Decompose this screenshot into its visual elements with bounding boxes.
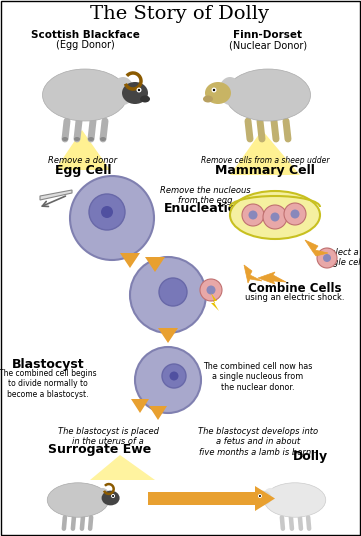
Ellipse shape	[263, 488, 278, 506]
Text: Blastocyst: Blastocyst	[12, 358, 84, 371]
Ellipse shape	[88, 137, 94, 141]
Ellipse shape	[140, 95, 150, 102]
Text: Finn-Dorset: Finn-Dorset	[234, 30, 303, 40]
Circle shape	[170, 371, 178, 381]
Circle shape	[248, 211, 257, 220]
Circle shape	[284, 203, 306, 225]
Ellipse shape	[226, 69, 310, 121]
Polygon shape	[211, 293, 219, 311]
Polygon shape	[145, 257, 165, 272]
Ellipse shape	[203, 95, 213, 102]
Ellipse shape	[205, 82, 231, 104]
Circle shape	[259, 495, 261, 497]
Ellipse shape	[100, 137, 106, 141]
Ellipse shape	[101, 490, 119, 505]
Polygon shape	[131, 399, 149, 413]
Circle shape	[89, 194, 125, 230]
Ellipse shape	[95, 488, 110, 506]
Text: The combined cell now has
a single nucleous from
the nuclear donor.: The combined cell now has a single nucle…	[203, 362, 313, 392]
Polygon shape	[244, 265, 262, 283]
Text: Surrogate Ewe: Surrogate Ewe	[48, 443, 152, 456]
Polygon shape	[55, 130, 110, 170]
Polygon shape	[230, 130, 300, 175]
Circle shape	[317, 248, 337, 268]
Ellipse shape	[230, 191, 320, 239]
Text: Scottish Blackface: Scottish Blackface	[31, 30, 139, 40]
Ellipse shape	[74, 137, 80, 141]
Text: Combine Cells: Combine Cells	[248, 282, 342, 295]
Text: Remove the nucleous
from the egg: Remove the nucleous from the egg	[160, 186, 250, 205]
Circle shape	[263, 205, 287, 229]
Circle shape	[135, 347, 201, 413]
Circle shape	[291, 210, 300, 219]
Text: The combined cell begins
to divide normally to
become a blastocyst.: The combined cell begins to divide norma…	[0, 369, 97, 399]
Text: Mammary Cell: Mammary Cell	[215, 164, 315, 177]
Text: The blastocyst is placed
in the uterus of a: The blastocyst is placed in the uterus o…	[57, 427, 158, 446]
Ellipse shape	[47, 483, 109, 517]
Text: (Egg Donor): (Egg Donor)	[56, 40, 114, 50]
Text: Remove a donor: Remove a donor	[48, 156, 118, 165]
Polygon shape	[120, 253, 140, 268]
Circle shape	[242, 204, 264, 226]
Circle shape	[212, 87, 217, 93]
Circle shape	[162, 364, 186, 388]
Ellipse shape	[273, 137, 279, 141]
Circle shape	[70, 176, 154, 260]
Polygon shape	[258, 272, 286, 284]
Ellipse shape	[247, 137, 253, 141]
Ellipse shape	[285, 137, 291, 141]
Text: Dolly: Dolly	[292, 450, 327, 463]
Polygon shape	[40, 190, 72, 200]
Circle shape	[136, 87, 142, 93]
Polygon shape	[90, 455, 155, 480]
Ellipse shape	[259, 137, 265, 141]
Polygon shape	[149, 406, 167, 420]
Circle shape	[130, 257, 206, 333]
Circle shape	[138, 89, 140, 91]
Ellipse shape	[219, 77, 241, 105]
Ellipse shape	[122, 82, 148, 104]
Polygon shape	[305, 240, 328, 256]
Ellipse shape	[112, 77, 134, 105]
Ellipse shape	[264, 483, 326, 517]
Circle shape	[206, 286, 216, 294]
Text: The blastocyst develops into
a fetus and in about
five months a lamb is born -: The blastocyst develops into a fetus and…	[198, 427, 318, 457]
Circle shape	[159, 278, 187, 306]
Circle shape	[258, 494, 262, 498]
Text: The Story of Dolly: The Story of Dolly	[91, 5, 270, 23]
Text: Egg Cell: Egg Cell	[55, 164, 111, 177]
Ellipse shape	[43, 69, 127, 121]
Polygon shape	[158, 328, 178, 343]
Ellipse shape	[253, 490, 271, 505]
Text: (Nuclear Donor): (Nuclear Donor)	[229, 40, 307, 50]
Text: Enucleation: Enucleation	[164, 202, 246, 215]
Circle shape	[213, 89, 215, 91]
Circle shape	[111, 494, 115, 498]
Circle shape	[270, 212, 279, 221]
Polygon shape	[148, 486, 275, 511]
Text: Select a
single cell: Select a single cell	[321, 248, 361, 267]
Text: using an electric shock.: using an electric shock.	[245, 293, 345, 302]
Circle shape	[101, 206, 113, 218]
Circle shape	[200, 279, 222, 301]
Circle shape	[323, 254, 331, 262]
Ellipse shape	[62, 137, 68, 141]
Text: Remove cells from a sheep udder: Remove cells from a sheep udder	[201, 156, 329, 165]
Circle shape	[112, 495, 114, 497]
